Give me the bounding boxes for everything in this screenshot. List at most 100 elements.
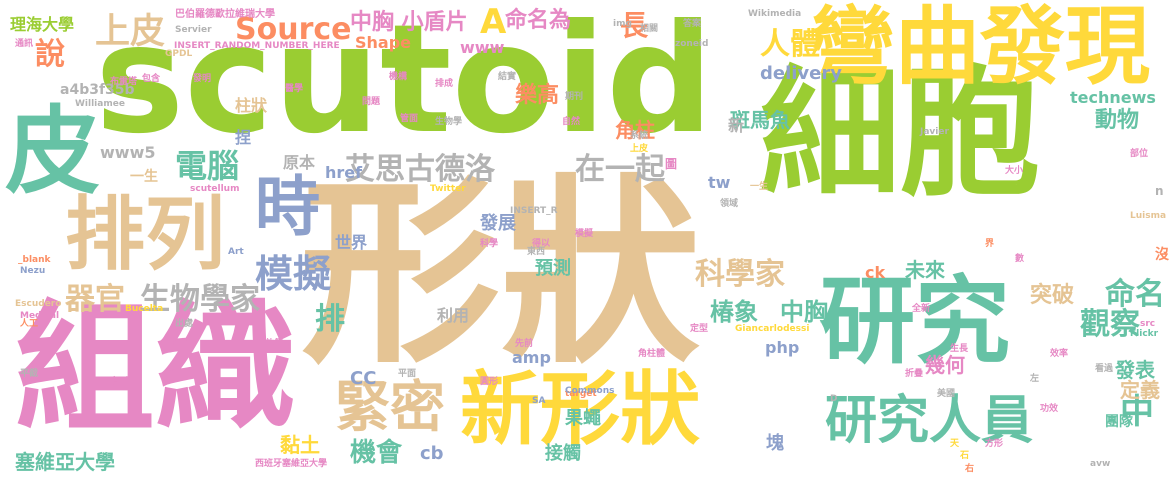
word-php: php (765, 338, 800, 357)
word-一生: 一生 (750, 182, 769, 192)
word-luisma: Luisma (1130, 211, 1167, 221)
word-先前: 先前 (515, 339, 534, 349)
word-方形: 方形 (985, 439, 1004, 449)
word-命名: 命名 (1105, 277, 1165, 312)
word-電腦: 電腦 (175, 147, 240, 185)
word-科學家: 科學家 (695, 257, 785, 292)
word-排: 排 (315, 302, 345, 337)
word-布雷塔: 布雷塔 (110, 77, 138, 87)
word-寫到: 寫到 (110, 377, 129, 387)
word-servier: Servier (175, 25, 212, 35)
word-排列: 排列 (65, 188, 225, 281)
word-管面: 管面 (400, 114, 419, 124)
word-cc: CC (350, 368, 377, 389)
word-一生: 一生 (130, 169, 158, 185)
word-escudero: Escudero (15, 299, 62, 309)
word-器官: 器官 (65, 282, 125, 317)
word-technews: technews (1070, 88, 1156, 107)
word-捏: 捏 (235, 128, 252, 147)
word-斑馬魚: 斑馬魚 (730, 108, 790, 132)
word-twitter: Twitter (430, 184, 466, 194)
word-利用: 利用 (437, 306, 470, 325)
word-樂高: 樂高 (515, 83, 560, 108)
word-右: 右 (965, 464, 975, 474)
word-avw: avw (1090, 459, 1111, 469)
word-圓形: 圓形 (480, 377, 499, 387)
word-未來: 未來 (905, 258, 945, 282)
word-a4b3f35b: a4b3f35b (60, 82, 135, 98)
word-生物學家: 生物學家 (140, 282, 260, 317)
word-人工: 人工 (20, 319, 39, 329)
word-art: Art (228, 247, 244, 257)
word-flickr: Flickr (1130, 329, 1159, 339)
word-果蠅: 果蠅 (565, 408, 601, 429)
word-包含: 包含 (142, 74, 161, 84)
word-www5: www5 (100, 143, 156, 162)
word-a: A (480, 2, 507, 42)
word-排成: 排成 (435, 79, 454, 89)
word-細胞: 細胞 (760, 53, 1041, 216)
word-中胸: 中胸 (780, 298, 828, 326)
word-模擬: 模擬 (255, 252, 332, 296)
word-大小: 大小 (1005, 166, 1024, 176)
word-gpdl: GPDL (165, 49, 193, 59)
word-delivery: delivery (760, 63, 842, 84)
word-全新: 全新 (912, 304, 931, 314)
word-石: 石 (960, 451, 970, 461)
word-中胸-小盾片: 中胸 小盾片 (350, 10, 468, 35)
word-系統: 系統 (630, 131, 649, 141)
word-bucelta: Bucelta (125, 304, 164, 314)
word-巴伯羅德歐拉維瑞大學: 巴伯羅德歐拉維瑞大學 (175, 9, 275, 20)
word-東西: 東西 (527, 247, 546, 257)
word-blank: _blank (18, 255, 51, 265)
word-src: src (1140, 319, 1156, 329)
word-medical: Medical (20, 311, 60, 321)
word-世界: 世界 (335, 233, 368, 252)
word-img: img (613, 19, 632, 29)
word-通訊: 通訊 (15, 39, 34, 49)
word-生物學: 生物學 (435, 117, 463, 127)
word-tw: tw (708, 173, 731, 192)
word-塞維亞大學: 塞維亞大學 (15, 450, 115, 474)
word-組織: 組織 (15, 288, 296, 451)
word-nezu: Nezu (20, 266, 46, 276)
word-效率: 效率 (1050, 349, 1069, 359)
word-數: 數 (1015, 254, 1025, 264)
word-功效: 功效 (1040, 404, 1059, 414)
word-機構: 機構 (389, 72, 408, 82)
word-左: 左 (1030, 374, 1040, 384)
word-答案: 答案 (683, 19, 702, 29)
word-看過: 看過 (1095, 364, 1114, 374)
word-皮: 皮 (5, 97, 101, 207)
word-ck: ck (865, 263, 886, 282)
word-部位: 部位 (1130, 149, 1149, 159)
word-scutoid: scutoid (95, 0, 714, 167)
word-wikimedia: Wikimedia (748, 9, 802, 19)
word-發明: 發明 (193, 74, 212, 84)
word-source: Source (235, 12, 352, 47)
word-定義: 定義 (1120, 378, 1160, 402)
word-觀察: 觀察 (1080, 307, 1140, 342)
word-相關: 相關 (640, 24, 659, 34)
word-定型: 定型 (690, 324, 709, 334)
word-sa: SA (532, 396, 546, 406)
word-結實: 結實 (498, 72, 517, 82)
word-生長: 生長 (950, 344, 969, 354)
word-天: 天 (950, 439, 960, 449)
word-醫學: 醫學 (285, 84, 304, 94)
word-中: 中 (1120, 392, 1154, 432)
word-角柱體: 角柱體 (638, 349, 666, 359)
word-在一起: 在一起 (575, 152, 665, 187)
word-彎曲發現: 彎曲發現 (810, 0, 1151, 97)
word-機會: 機會 (350, 438, 403, 468)
word-giancarlodessi: Giancarlodessi (735, 324, 810, 334)
word-時: 時 (255, 170, 321, 245)
word-新形狀: 新形狀 (460, 363, 700, 456)
word-理海大學: 理海大學 (10, 15, 75, 34)
word-發揮: 發揮 (165, 369, 184, 379)
word-圖: 圖 (665, 157, 678, 171)
word-動物: 動物 (1095, 108, 1140, 133)
word-上皮: 上皮 (630, 144, 649, 154)
word-amp: amp (512, 348, 551, 367)
